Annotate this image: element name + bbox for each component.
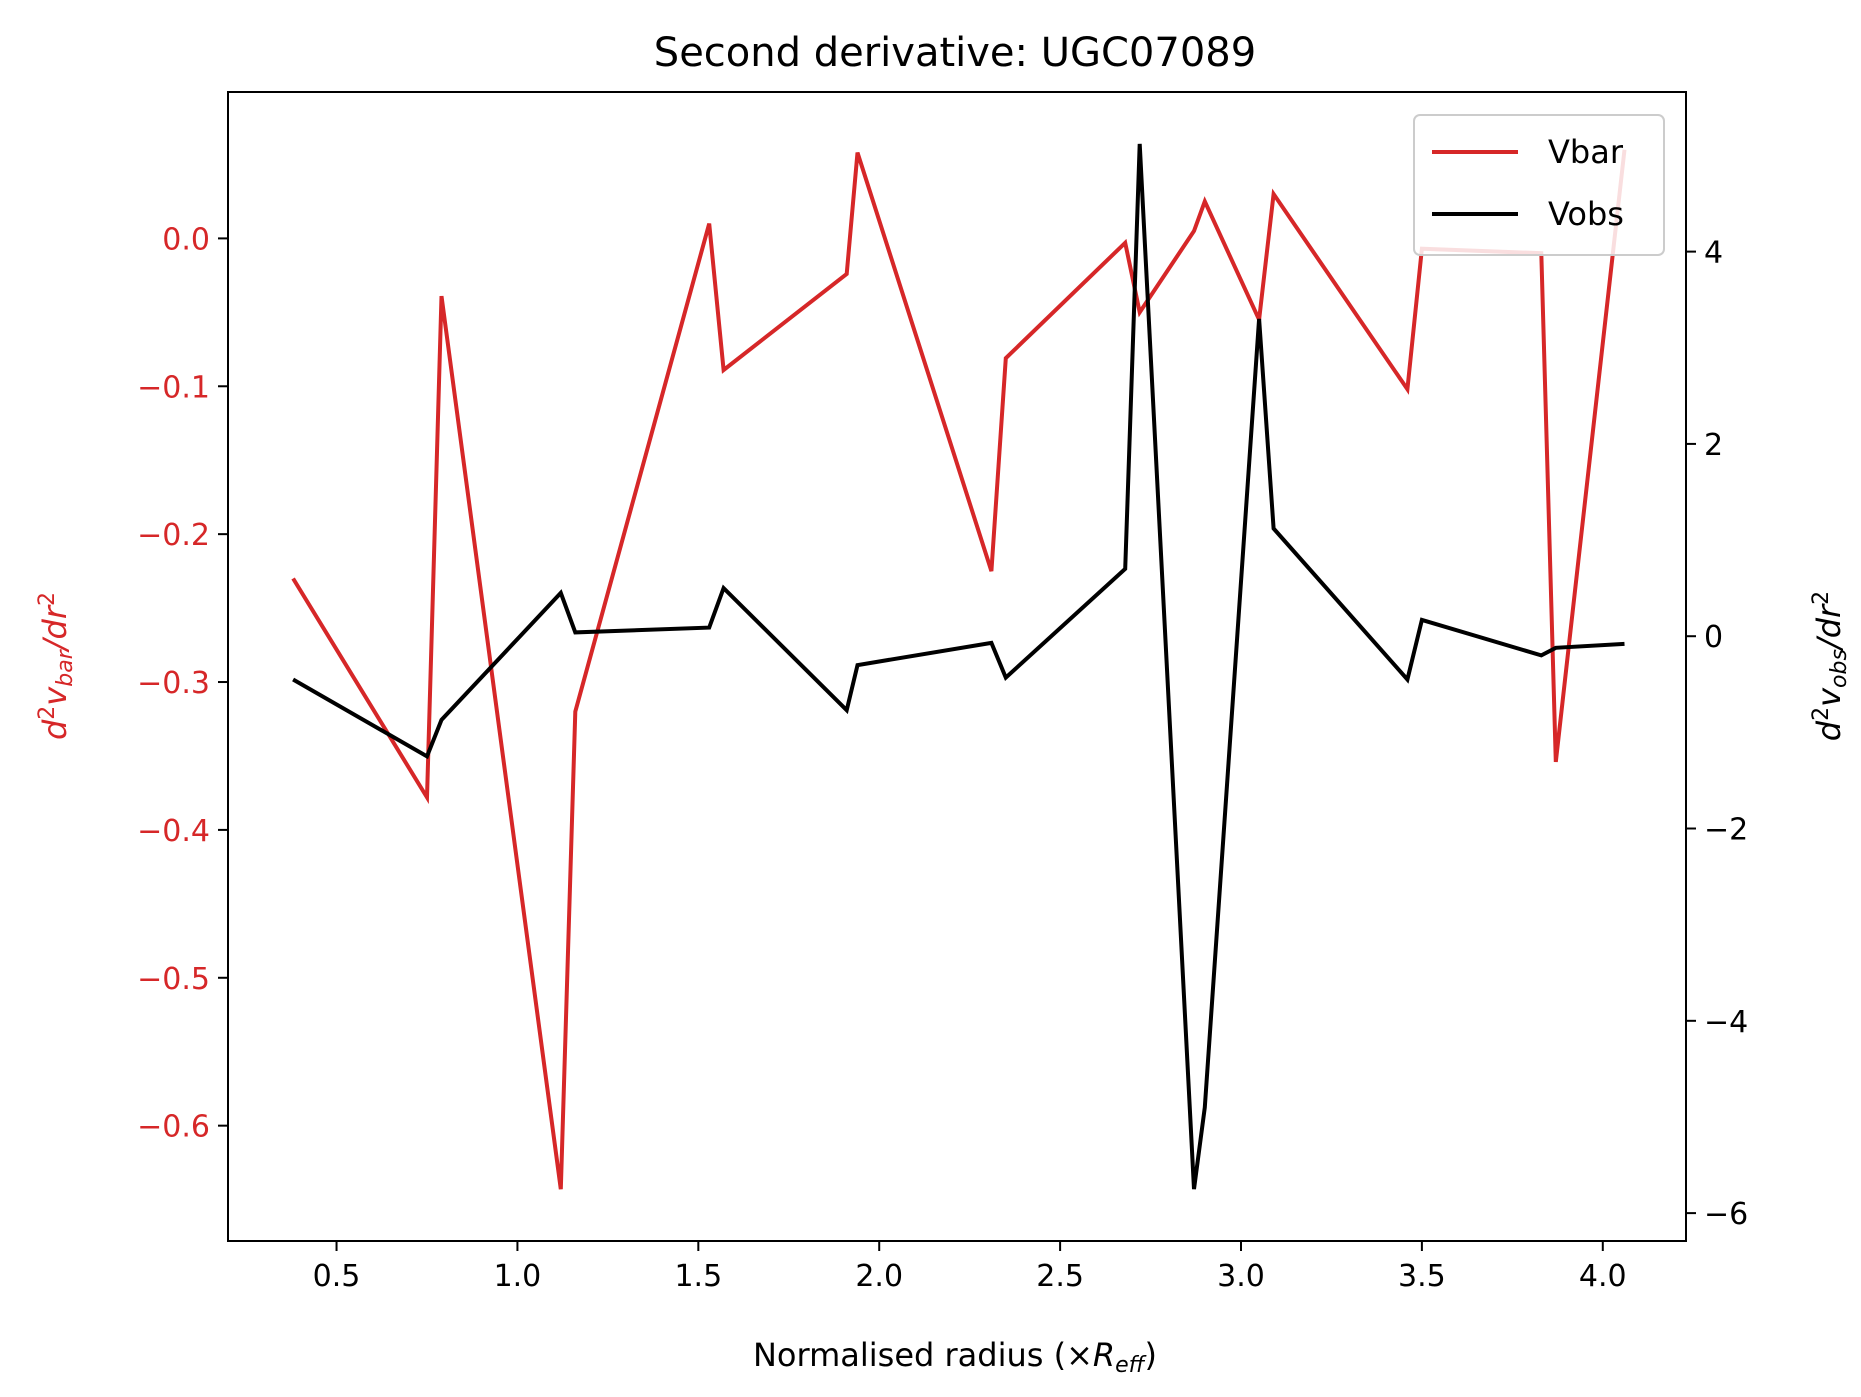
x-tick-label: 2.0 (855, 1259, 903, 1294)
x-tick-label: 0.5 (313, 1259, 361, 1294)
left-y-tick-label: −0.6 (137, 1110, 210, 1145)
right-y-axis-label: d2vobs/dr2 (1809, 591, 1852, 741)
series-line-vobs (292, 143, 1625, 1190)
right-y-axis-ticks: 4 2 0 −2 −4 −6 (1686, 236, 1748, 1232)
left-y-tick-label: −0.3 (137, 666, 210, 701)
x-tick-label: 3.0 (1217, 1259, 1265, 1294)
series-layer (291, 143, 1627, 1190)
legend-label-vobs: Vobs (1548, 195, 1624, 233)
plot-frame (227, 91, 1687, 1242)
legend-box (1413, 114, 1665, 256)
right-y-tick-label: −2 (1704, 813, 1748, 848)
series-line-vbar (291, 149, 1627, 1190)
x-axis-label: Normalised radius (×Reff) (753, 1336, 1157, 1378)
right-y-tick-label: 0 (1704, 620, 1723, 655)
right-y-tick-label: 2 (1704, 428, 1723, 463)
x-tick-label: 2.5 (1036, 1259, 1084, 1294)
x-tick-label: 4.0 (1579, 1259, 1627, 1294)
right-y-tick-label: 4 (1704, 236, 1723, 271)
x-tick-label: 1.5 (674, 1259, 722, 1294)
legend: Vbar Vobs (1413, 114, 1665, 256)
x-tick-label: 3.5 (1398, 1259, 1446, 1294)
left-y-tick-label: −0.4 (137, 814, 210, 849)
left-y-tick-label: −0.2 (137, 518, 210, 553)
left-y-axis-ticks: 0.0 −0.1 −0.2 −0.3 −0.4 −0.5 −0.6 (137, 222, 228, 1145)
left-y-tick-label: 0.0 (162, 222, 210, 257)
left-y-axis-label: d2vbar/dr2 (35, 592, 78, 740)
legend-label-vbar: Vbar (1548, 133, 1624, 171)
x-tick-label: 1.0 (494, 1259, 542, 1294)
chart-title: Second derivative: UGC07089 (654, 30, 1256, 76)
x-axis-ticks: 0.5 1.0 1.5 2.0 2.5 3.0 3.5 4.0 (313, 1241, 1627, 1294)
left-y-tick-label: −0.1 (137, 370, 210, 405)
right-y-tick-label: −4 (1704, 1005, 1748, 1040)
left-y-tick-label: −0.5 (137, 962, 210, 997)
right-y-tick-label: −6 (1704, 1197, 1748, 1232)
